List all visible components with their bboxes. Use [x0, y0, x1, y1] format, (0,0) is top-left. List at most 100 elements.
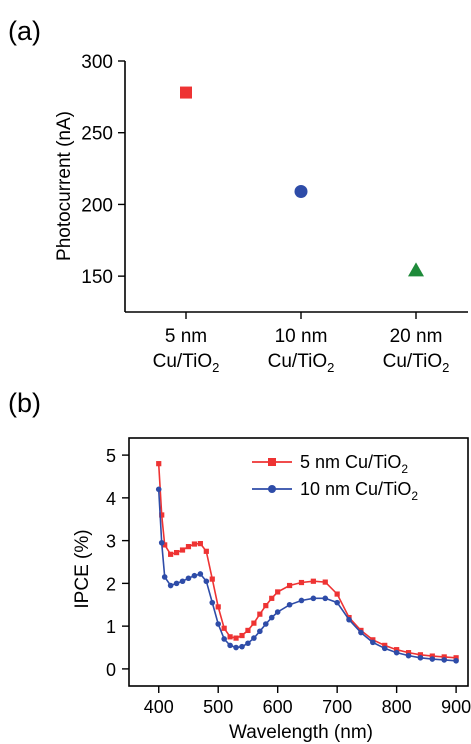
panel-b-xlabel: Wavelength (nm)	[229, 722, 373, 743]
panel-b-series-1-point	[233, 635, 239, 641]
legend-label-2: 10 nm Cu/TiO2	[300, 479, 418, 503]
panel-b-series-1-point	[382, 642, 388, 648]
panel-a-label: (a)	[8, 16, 41, 46]
panel-b-series-1-point	[173, 549, 180, 556]
panel-b-series-1-point	[203, 548, 209, 554]
panel-b-series-2-point	[417, 654, 424, 661]
panel-b-legend: 5 nm Cu/TiO2 10 nm Cu/TiO2	[252, 452, 418, 503]
panel-b-label: (b)	[8, 388, 41, 418]
panel-b-y-tick-label: 5	[106, 446, 116, 466]
panel-b-series-1-point	[334, 591, 340, 597]
panel-b-series-2-point	[381, 645, 388, 652]
panel-b-series-1-point	[429, 653, 435, 659]
panel-b-x-tick-label: 900	[441, 697, 471, 717]
panel-b-series-1-point	[298, 579, 305, 586]
panel-b-series-2-point	[274, 609, 281, 615]
panel-b-axes	[128, 437, 469, 687]
panel-b-series-2-point	[167, 582, 174, 589]
panel-b-x-tick-label: 700	[322, 697, 352, 717]
panel-b-series-1-point	[405, 650, 412, 656]
panel-b-series-2-point	[370, 639, 376, 646]
panel-b-ticks: 400 500 600 700 800 900 0 1 2 3 4 5	[106, 446, 471, 717]
panel-a-y-tick-label: 200	[81, 195, 113, 216]
panel-b-series-2-point	[161, 574, 168, 580]
panel-b-y-tick-label: 2	[106, 574, 116, 594]
panel-a-category-line2: Cu/TiO2	[383, 351, 450, 375]
panel-a-category-line1: 10 nm	[275, 326, 328, 347]
panel-b-series-1-point	[215, 604, 221, 610]
panel-b-series-2-point	[298, 597, 305, 604]
panel-b-series-1-point	[310, 578, 316, 584]
panel-a-category-labels: 5 nm Cu/TiO2 10 nm Cu/TiO2 20 nm Cu/TiO2	[153, 312, 450, 375]
panel-a-category-line2: Cu/TiO2	[153, 351, 220, 375]
panel-b-series-2-point	[245, 640, 251, 647]
panel-b-series-1-point	[179, 547, 186, 553]
panel-b-series-1-point	[269, 595, 275, 601]
panel-b-series-2-point	[203, 578, 210, 585]
panel-b-series-2-point	[197, 571, 204, 577]
panel-a-category-line1: 20 nm	[390, 326, 443, 347]
panel-b-series-2-point	[453, 657, 459, 664]
panel-b-series-1-point	[275, 589, 281, 595]
panel-b-x-tick-label: 600	[263, 697, 293, 717]
panel-a-point-square	[180, 86, 192, 99]
panel-b-series-1-point	[191, 541, 198, 547]
panel-b-series-1-point	[239, 632, 245, 639]
panel-a-y-tick-label: 150	[81, 267, 113, 288]
panel-b-series-2-point	[257, 628, 263, 635]
panel-a-category-line1: 5 nm	[165, 326, 207, 347]
panel-b-series-1-point	[209, 576, 215, 582]
panel-b-series-2-point	[239, 643, 245, 650]
panel-a-y-tick-label: 250	[81, 124, 113, 145]
panel-b-series-2-point	[429, 656, 436, 662]
panel-b-series-2-point	[155, 486, 162, 493]
panel-b-series-1-point	[162, 542, 168, 548]
panel-b-x-tick-label: 800	[382, 697, 412, 717]
panel-a-point-triangle	[408, 262, 424, 277]
panel-b-series-1-point	[441, 654, 447, 660]
panel-b-series-1-point	[221, 625, 227, 631]
panel-a-y-ticks: 150 200 250 300	[81, 52, 125, 288]
panel-b-series-line-2	[157, 489, 457, 662]
panel-b-ylabel: IPCE (%)	[72, 529, 93, 608]
panel-b-series-2-point	[346, 616, 352, 623]
panel-b-series-1-point	[185, 544, 192, 550]
panel-b-series-1-point	[417, 652, 424, 658]
legend-marker-2	[268, 485, 276, 493]
panel-a: (a) Photocurrent (nA) 150 200 250 300 5 nm C…	[8, 16, 468, 375]
panel-b-series-1-point	[156, 461, 162, 467]
panel-b-series-2-point	[268, 614, 275, 621]
panel-b: (b) IPCE (%) Wavelength (nm) 400 500 600 70…	[8, 388, 471, 743]
panel-b-series-2-point	[262, 621, 269, 627]
panel-a-y-tick-label: 300	[81, 52, 113, 73]
panel-b-series-2-point	[405, 652, 412, 659]
panel-b-series-2-point	[251, 635, 257, 641]
panel-b-series-2-point	[227, 642, 233, 649]
panel-b-x-tick-label: 500	[203, 697, 233, 717]
panel-b-series-1-point	[197, 541, 203, 547]
panel-a-axes	[124, 61, 468, 313]
panel-b-series-2-point	[185, 575, 192, 582]
panel-b-y-tick-label: 4	[106, 489, 116, 509]
panel-b-series-2-point	[233, 644, 239, 651]
panel-b-series	[155, 461, 459, 664]
panel-b-series-2-point	[393, 649, 400, 656]
panel-b-series-2-point	[191, 572, 198, 579]
panel-b-plot-frame	[128, 437, 469, 687]
panel-b-series-1-point	[159, 512, 165, 518]
panel-b-series-1-point	[286, 582, 293, 589]
panel-b-series-1-point	[257, 611, 263, 617]
panel-b-series-2-point	[322, 595, 329, 602]
panel-b-series-1-point	[227, 634, 233, 640]
panel-b-series-2-point	[158, 539, 165, 546]
panel-b-series-1-point	[168, 551, 174, 557]
panel-b-series-2-point	[286, 601, 293, 608]
panel-a-category-line2: Cu/TiO2	[268, 351, 335, 375]
panel-b-y-tick-label: 0	[106, 660, 116, 680]
panel-b-series-1-point	[322, 579, 328, 585]
panel-a-point-circle	[294, 185, 308, 199]
panel-b-series-1-point	[251, 620, 257, 626]
panel-a-points	[180, 86, 424, 277]
panel-b-series-1-point	[394, 647, 400, 653]
